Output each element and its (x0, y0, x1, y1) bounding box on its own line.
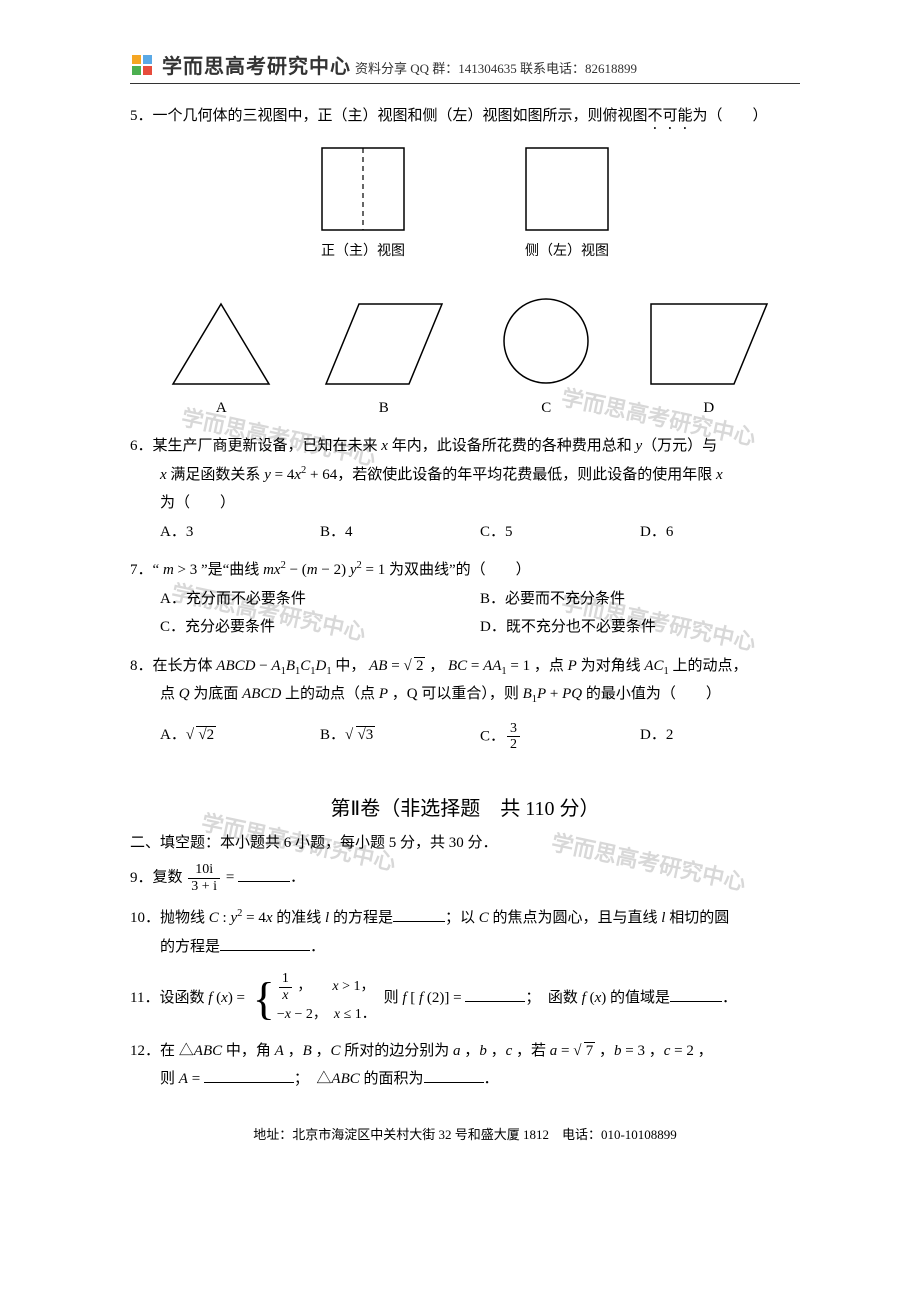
q6-choice-d: D．6 (640, 518, 800, 547)
q5-emph: 不可能 (648, 108, 693, 124)
q7-choice-a: A．充分而不必要条件 (160, 585, 480, 614)
q7-text-b: 为双曲线”的（ ） (385, 562, 530, 578)
q8-num: 8． (130, 652, 153, 681)
question-6: 6．某生产厂商更新设备，已知在未来 x 年内，此设备所花费的各种费用总和 y（万… (130, 432, 800, 546)
q9-num: 9． (130, 864, 153, 893)
share-info: 资料分享 QQ 群：141304635 联系电话：82618899 (355, 58, 637, 79)
question-12: 12．在 △ABC 中，角 A ，B ，C 所对的边分别为 a ，b ，c ，若… (130, 1037, 800, 1094)
page-footer: 地址：北京市海淀区中关村大街 32 号和盛大厦 1812 电话：010-1010… (130, 1124, 800, 1143)
q6-choices: A．3 B．4 C．5 D．6 (130, 518, 800, 547)
q6-line1a: 某生产厂商更新设备，已知在未来 (153, 438, 382, 454)
q10-blank1 (393, 906, 445, 922)
q5-opt-a: A (140, 302, 303, 423)
q12-blank2 (424, 1067, 484, 1083)
q11-mid2: ； 函数 f (x) 的值域是 (525, 990, 670, 1006)
question-7: 7．“ m > 3 ”是“曲线 mx2 − (m − 2) y2 = 1 为双曲… (130, 556, 800, 642)
q9-frac-den: 3 + i (188, 879, 220, 894)
q5-opt-c-label: C (465, 394, 628, 423)
q10-blank2 (220, 935, 310, 951)
q8-line2: 点 Q 为底面 ABCD 上的动点（点 P ，Q 可以重合），则 B1P + P… (130, 680, 800, 709)
brand-logo-icon (130, 53, 154, 77)
q5-num: 5． (130, 102, 153, 131)
q8-choice-d: D．2 (640, 721, 800, 753)
q6-line1c: （万元）与 (642, 438, 717, 454)
q12-c: ； △ABC 的面积为 (294, 1071, 424, 1087)
q10-a: 抛物线 C : y2 = 4x 的准线 l 的方程是 (160, 910, 393, 926)
q9-blank (238, 866, 290, 882)
q8-choice-b: B．√3 (320, 721, 480, 753)
q7-choices: A．充分而不必要条件 B．必要而不充分条件 C．充分必要条件 D．既不充分也不必… (130, 585, 800, 642)
q12-a: 在 △ABC 中，角 A ，B ，C 所对的边分别为 a ，b ，c ，若 a … (160, 1043, 713, 1059)
front-label: 正（主）视图 (321, 239, 405, 266)
q10-b: ；以 C 的焦点为圆心，且与直线 l 相切的圆 (445, 910, 729, 926)
q5-opt-b: B (303, 302, 466, 423)
q6-choice-b: B．4 (320, 518, 480, 547)
q11-blank1 (465, 986, 525, 1002)
q10-num: 10． (130, 904, 160, 933)
q5-front-view: 正（主）视图 (321, 147, 405, 266)
q8-line1: 在长方体 ABCD − A1B1C1D1 中， AB = 2 ， BC = AA… (153, 658, 748, 674)
q6-choice-c: C．5 (480, 518, 640, 547)
page-header: 学而思高考研究中心 资料分享 QQ 群：141304635 联系电话：82618… (130, 50, 800, 84)
q5-opt-d: D (628, 302, 791, 423)
question-11: 11．设函数 f (x) = { 1x ， x > 1， −x − 2， x ≤… (130, 971, 800, 1027)
side-view-svg (525, 147, 609, 231)
q11-num: 11． (130, 984, 159, 1013)
q11-mid: 则 f [ f (2)] = (384, 990, 466, 1006)
q6-line2a: 满足函数关系 (167, 467, 265, 483)
q11-a: 设函数 f (x) = (159, 990, 248, 1006)
question-10: 10．抛物线 C : y2 = 4x 的准线 l 的方程是 ；以 C 的焦点为圆心… (130, 904, 800, 961)
q8-choice-a: A．√2 (160, 721, 320, 753)
q7-choice-d: D．既不充分也不必要条件 (480, 613, 800, 642)
q11-piecewise: { 1x ， x > 1， −x − 2， x ≤ 1． (253, 971, 376, 1027)
q6-line2b: ，若欲使此设备的年平均花费最低，则此设备的使用年限 (337, 467, 716, 483)
q12-blank1 (204, 1067, 294, 1083)
q7-num: 7． (130, 556, 153, 585)
q5-side-view: 侧（左）视图 (525, 147, 609, 266)
question-8: 8．在长方体 ABCD − A1B1C1D1 中， AB = 2 ， BC = … (130, 652, 800, 753)
q8-choice-c: C．32 (480, 721, 640, 753)
q7-choice-c: C．充分必要条件 (160, 613, 480, 642)
q7-choice-b: B．必要而不充分条件 (480, 585, 800, 614)
q8-choices: A．√2 B．√3 C．32 D．2 (130, 721, 800, 753)
q10-c: 的方程是 (160, 939, 220, 955)
q10-d: ． (310, 939, 325, 955)
side-label: 侧（左）视图 (525, 239, 609, 266)
q6-choice-a: A．3 (160, 518, 320, 547)
q5-text-b: 为（ ） (693, 108, 768, 124)
question-9: 9．复数 10i3 + i = ． (130, 862, 800, 894)
q12-num: 12． (130, 1037, 160, 1066)
q6-line3: 为（ ） (130, 489, 800, 518)
q5-views: 正（主）视图 侧（左）视图 (130, 147, 800, 266)
brand-title: 学而思高考研究中心 (162, 50, 351, 79)
q11-end: ． (722, 990, 737, 1006)
q11-blank2 (670, 986, 722, 1002)
q6-line1b: 年内，此设备所花费的各种费用总和 (388, 438, 636, 454)
q9-eq: = (222, 870, 238, 886)
q7-text-a: “ m > 3 ”是“曲线 (153, 562, 264, 578)
q5-options: A B C D (130, 296, 800, 423)
q12-d: ． (484, 1071, 499, 1087)
q5-opt-d-label: D (628, 394, 791, 423)
section-2-sub: 二、填空题：本小题共 6 小题，每小题 5 分，共 30 分． (130, 831, 800, 852)
section-2-title: 第Ⅱ卷（非选择题 共 110 分） (130, 792, 800, 821)
q5-opt-a-label: A (140, 394, 303, 423)
q9-frac-num: 10i (188, 862, 220, 878)
front-view-svg (321, 147, 405, 231)
question-5: 5．一个几何体的三视图中，正（主）视图和侧（左）视图如图所示，则俯视图不可能为（… (130, 102, 800, 422)
q9-label: 复数 (153, 870, 187, 886)
q5-opt-c: C (465, 296, 628, 423)
q6-num: 6． (130, 432, 153, 461)
q5-text-a: 一个几何体的三视图中，正（主）视图和侧（左）视图如图所示，则俯视图 (153, 108, 648, 124)
q12-b: 则 A = (160, 1071, 204, 1087)
q5-opt-b-label: B (303, 394, 466, 423)
